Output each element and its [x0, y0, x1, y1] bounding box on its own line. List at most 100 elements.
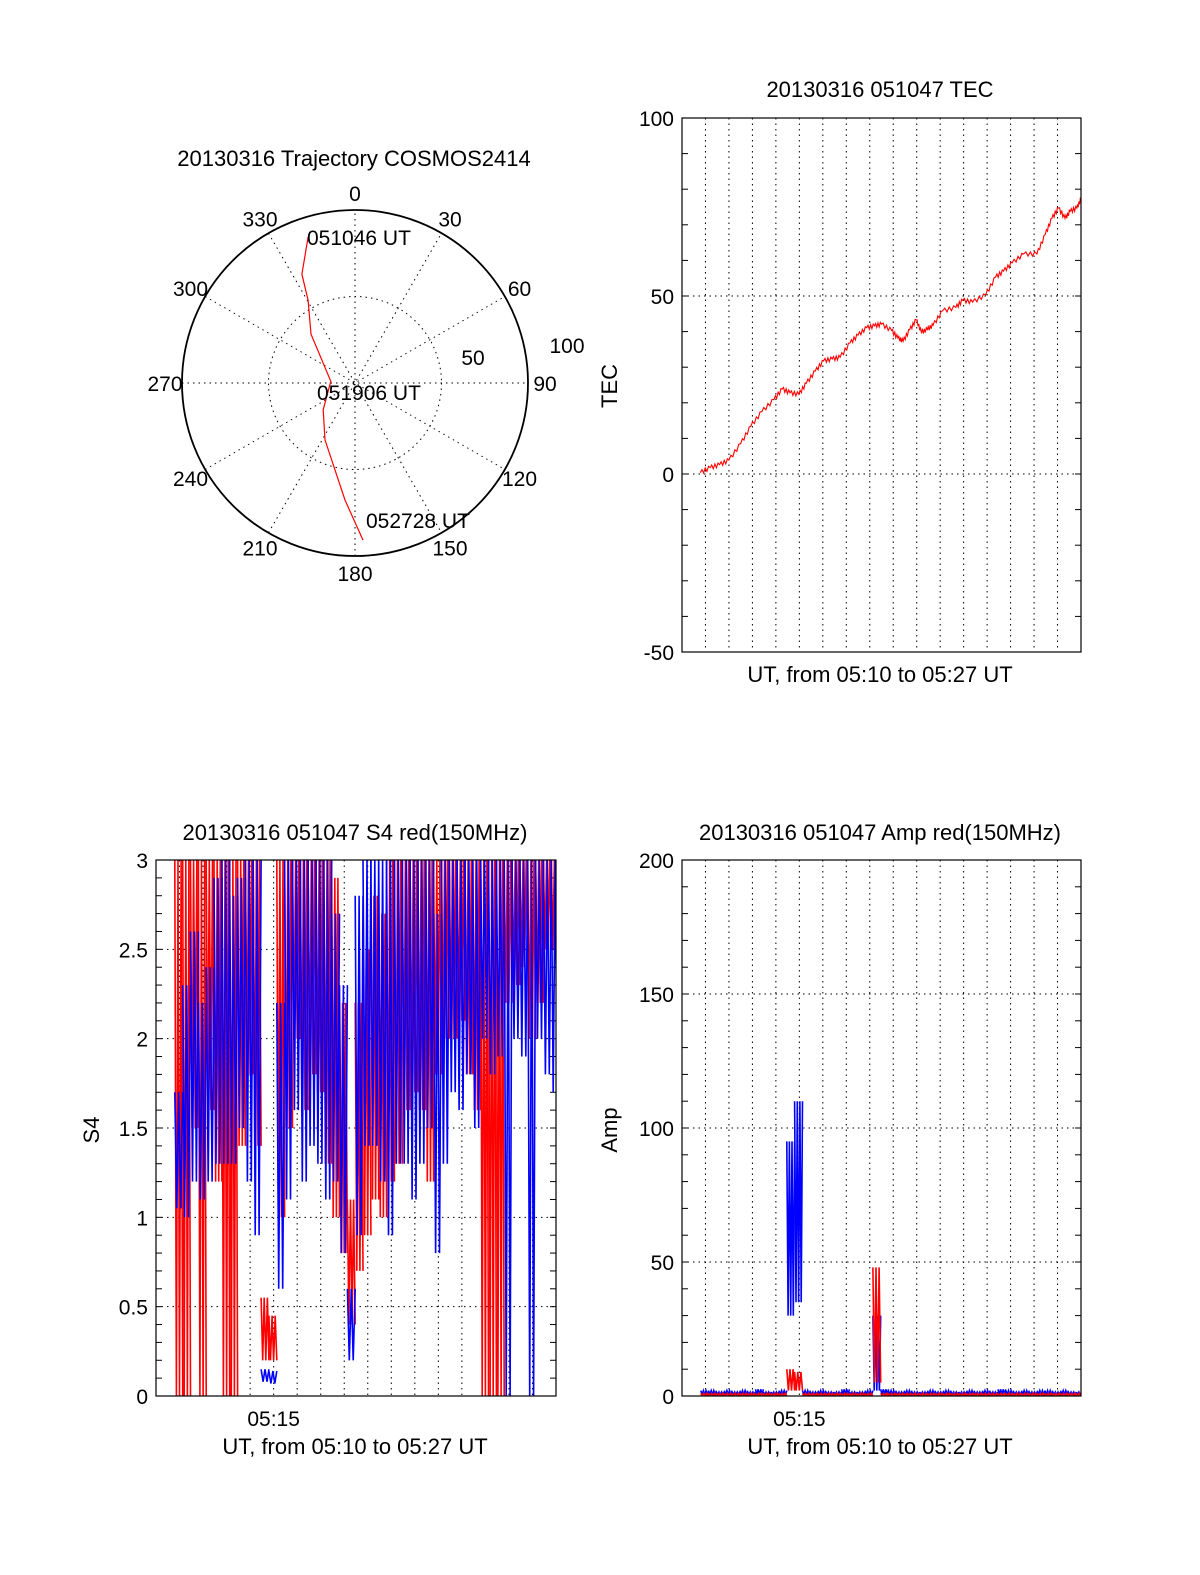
y-tick-label: 50	[651, 1252, 674, 1275]
blue-series-bin	[354, 895, 364, 1236]
red-series-bin	[197, 860, 207, 1396]
blue-series-bin	[526, 860, 537, 1396]
grid-lines	[682, 859, 1081, 1397]
red-series-bin	[181, 860, 192, 1396]
red-series-bin	[268, 1315, 278, 1361]
blue-series-bin	[197, 1002, 207, 1200]
blue-series-bin	[236, 877, 247, 1129]
blue-series-bin	[503, 860, 513, 1396]
red-series-bin	[793, 1371, 804, 1391]
y-tick-label: 150	[639, 984, 674, 1007]
blue-series-bin	[440, 860, 451, 1164]
y-tick-label: 50	[651, 286, 674, 309]
azimuth-label-300: 300	[173, 278, 208, 301]
tec-ylabel: TEC	[597, 364, 622, 408]
blue-series-bin	[542, 860, 553, 1075]
tec-title: 20130316 051047 TEC	[766, 77, 993, 102]
blue-series-bin	[534, 860, 545, 1039]
azimuth-label-210: 210	[242, 538, 277, 561]
amp-xlabel: UT, from 05:10 to 05:27 UT	[747, 1434, 1012, 1459]
blue-series-bin	[213, 877, 223, 1164]
blue-series-bin	[409, 860, 419, 1200]
y-tick-label: 0	[662, 464, 674, 487]
blue-series-bin	[425, 860, 435, 1129]
annotation-middle-time: 051906 UT	[317, 382, 421, 405]
blue-series-bin	[393, 860, 404, 1164]
radial-label-50: 50	[461, 347, 484, 370]
blue-series-bin	[181, 985, 192, 1218]
blue-series-bin	[307, 860, 317, 1146]
y-tick-label: 100	[639, 1118, 674, 1141]
tec-series-line	[699, 197, 1081, 475]
plot-frame	[155, 859, 557, 1397]
amp-chart: 20130316 051047 Amp red(150MHz) UT, from…	[597, 820, 1082, 1459]
polar-trajectory-chart: 20130316 Trajectory COSMOS2414 0 30 60 90 12…	[147, 146, 584, 586]
blue-series-bin	[377, 860, 388, 1182]
polar-grid	[181, 209, 529, 557]
y-tick-label: 0	[136, 1386, 148, 1409]
radial-label-100: 100	[549, 335, 584, 358]
blue-series-bin	[872, 1315, 882, 1391]
amp-title: 20130316 051047 Amp red(150MHz)	[699, 820, 1061, 845]
polar-title: 20130316 Trajectory COSMOS2414	[177, 146, 530, 171]
y-tick-label: 2.5	[119, 939, 148, 962]
blue-series-bin	[550, 860, 556, 1093]
blue-series-bin	[456, 860, 466, 1111]
azimuth-label-0: 0	[349, 183, 361, 206]
y-tick-label: -50	[644, 642, 674, 665]
s4-ylabel: S4	[79, 1117, 104, 1144]
red-series-bin	[786, 1369, 796, 1391]
blue-series-bin	[338, 985, 349, 1254]
y-tick-label: 1	[136, 1207, 148, 1230]
blue-series-bin	[346, 1288, 356, 1361]
azimuth-label-90: 90	[533, 373, 556, 396]
blue-series-bin	[228, 895, 239, 1164]
blue-series-bin	[276, 1002, 286, 1289]
blue-series-bin	[174, 1092, 184, 1209]
plot-frame	[681, 117, 1082, 653]
plot-area	[700, 1101, 1081, 1396]
blue-series-bin	[323, 860, 333, 1200]
y-tick-label: 0.5	[119, 1297, 148, 1320]
s4-title: 20130316 051047 S4 red(150MHz)	[183, 820, 528, 845]
azimuth-label-180: 180	[337, 563, 372, 586]
blue-series-bin	[315, 860, 325, 1164]
trajectory-line	[301, 237, 364, 541]
blue-series-bin	[487, 860, 498, 1075]
azimuth-label-150: 150	[432, 538, 467, 561]
y-tick-label: 100	[639, 108, 674, 131]
blue-series-bin	[511, 860, 521, 1039]
y-tick-label: 2	[136, 1029, 148, 1052]
blue-series-bin	[189, 931, 200, 1182]
blue-series-bin	[786, 1141, 796, 1316]
blue-series-bin	[519, 860, 529, 1057]
plot-area	[174, 860, 556, 1396]
grid-lines	[682, 117, 1081, 653]
tec-xlabel: UT, from 05:10 to 05:27 UT	[747, 662, 1012, 687]
y-tick-label: 3	[136, 850, 148, 873]
y-tick-label: 0	[662, 1386, 674, 1409]
blue-series-bin	[205, 967, 215, 1182]
blue-series-bin	[793, 1101, 804, 1303]
blue-series-bin	[221, 860, 231, 1164]
red-series-bin	[872, 1267, 882, 1383]
blue-series-bin	[370, 860, 380, 1146]
blue-series-bin	[464, 860, 474, 1075]
annotation-end-time: 052728 UT	[366, 510, 470, 533]
red-series-bin	[260, 1297, 270, 1361]
azimuth-label-330: 330	[242, 209, 277, 232]
red-series-bin	[228, 860, 239, 1396]
plot-area	[699, 197, 1081, 475]
blue-series-bin	[401, 860, 411, 1164]
annotation-start-time: 051046 UT	[307, 227, 411, 250]
azimuth-label-240: 240	[173, 468, 208, 491]
blue-series-bin	[479, 860, 490, 1039]
blue-series-bin	[268, 1370, 278, 1384]
blue-series-bin	[330, 913, 341, 1182]
plot-frame	[681, 859, 1082, 1397]
blue-series-bin	[299, 860, 309, 1182]
blue-series-bin	[260, 1369, 270, 1382]
azimuth-label-270: 270	[147, 373, 182, 396]
y-tick-label: 1.5	[119, 1118, 148, 1141]
